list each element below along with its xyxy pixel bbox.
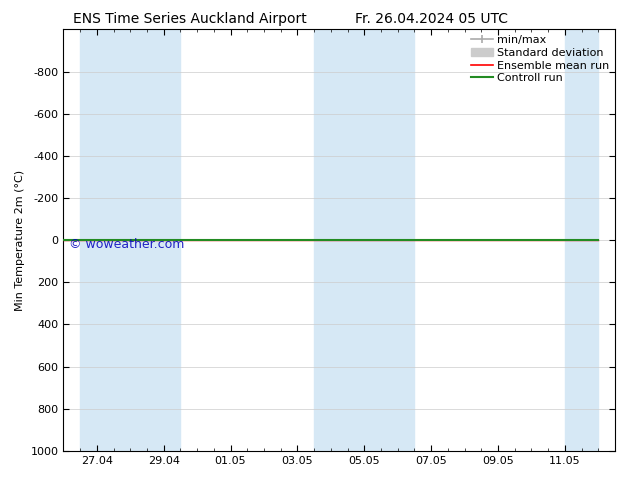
Y-axis label: Min Temperature 2m (°C): Min Temperature 2m (°C) — [15, 170, 25, 311]
Bar — [565, 29, 598, 451]
Text: Fr. 26.04.2024 05 UTC: Fr. 26.04.2024 05 UTC — [354, 12, 508, 26]
Bar — [80, 29, 147, 451]
Legend: min/max, Standard deviation, Ensemble mean run, Controll run: min/max, Standard deviation, Ensemble me… — [469, 33, 612, 86]
Text: © woweather.com: © woweather.com — [69, 238, 184, 251]
Bar — [147, 29, 181, 451]
Bar — [314, 29, 381, 451]
Bar — [381, 29, 415, 451]
Text: ENS Time Series Auckland Airport: ENS Time Series Auckland Airport — [74, 12, 307, 26]
